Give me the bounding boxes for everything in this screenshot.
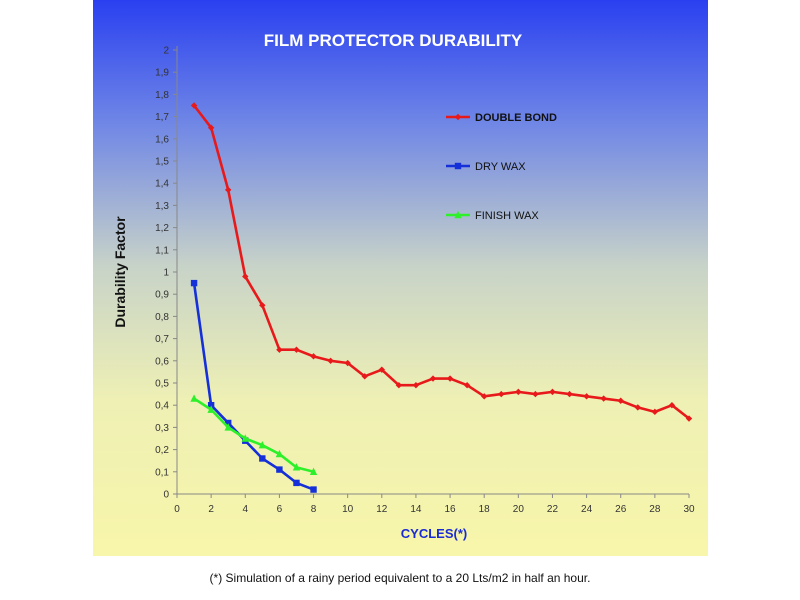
y-tick-label: 1,7 — [155, 112, 169, 123]
data-point-double-bond — [685, 415, 693, 422]
data-point-dry-wax — [310, 486, 317, 493]
data-point-double-bond — [361, 373, 368, 380]
y-tick-label: 1,6 — [155, 134, 169, 145]
y-tick-label: 0,3 — [155, 423, 169, 434]
chart-title: FILM PROTECTOR DURABILITY — [264, 31, 523, 50]
data-point-double-bond — [498, 390, 505, 398]
data-point-finish-wax — [258, 440, 267, 449]
x-tick-label: 20 — [513, 504, 525, 515]
legend-label-double-bond: DOUBLE BOND — [475, 112, 557, 124]
data-point-double-bond — [378, 366, 385, 373]
y-tick-label: 1,1 — [155, 245, 169, 256]
data-point-finish-wax — [292, 463, 301, 471]
series-line-dry-wax — [192, 282, 315, 491]
data-point-double-bond — [446, 375, 454, 382]
data-point-double-bond — [481, 393, 488, 400]
data-point-double-bond — [583, 393, 590, 400]
data-point-double-bond — [429, 375, 437, 382]
data-point-double-bond — [310, 353, 317, 360]
y-tick-label: 1,8 — [155, 90, 169, 101]
y-axis-label: Durability Factor — [112, 216, 128, 328]
data-point-double-bond — [600, 395, 607, 402]
legend-marker-dry-wax — [454, 162, 462, 170]
y-tick-label: 1,2 — [155, 223, 169, 234]
x-tick-label: 10 — [342, 504, 354, 515]
y-tick-label: 0,9 — [155, 290, 169, 301]
data-point-double-bond — [259, 302, 266, 309]
y-tick-label: 0,5 — [155, 379, 169, 390]
y-tick-label: 1,3 — [155, 201, 169, 212]
x-tick-label: 18 — [479, 504, 491, 515]
data-point-dry-wax — [207, 402, 215, 409]
x-tick-label: 28 — [649, 504, 661, 515]
y-tick-label: 0,6 — [155, 356, 169, 367]
x-tick-label: 12 — [376, 504, 388, 515]
y-tick-label: 0,7 — [155, 334, 169, 345]
data-point-dry-wax — [190, 279, 198, 287]
chart-background — [93, 0, 708, 556]
x-tick-label: 30 — [683, 504, 695, 515]
x-tick-label: 16 — [445, 504, 457, 515]
data-point-double-bond — [532, 390, 539, 398]
data-point-double-bond — [395, 382, 403, 389]
data-point-double-bond — [463, 382, 471, 389]
y-tick-label: 0,2 — [155, 445, 169, 456]
data-point-dry-wax — [293, 479, 300, 487]
y-tick-label: 0,1 — [155, 467, 169, 478]
data-point-finish-wax — [224, 423, 232, 431]
x-tick-label: 26 — [615, 504, 627, 515]
data-point-dry-wax — [276, 466, 283, 473]
data-point-dry-wax — [225, 419, 232, 427]
data-point-double-bond — [549, 388, 556, 396]
series-group — [190, 102, 693, 493]
data-point-double-bond — [293, 346, 300, 353]
y-tick-label: 1,4 — [155, 179, 169, 190]
x-tick-label: 0 — [174, 504, 180, 515]
x-tick-label: 14 — [410, 504, 422, 515]
legend: DOUBLE BOND DRY WAX FINISH WAX — [446, 112, 557, 222]
x-tick-label: 24 — [581, 504, 593, 515]
data-point-finish-wax — [241, 434, 249, 442]
data-point-finish-wax — [275, 449, 284, 458]
data-point-double-bond — [225, 186, 232, 194]
data-point-double-bond — [276, 346, 283, 353]
data-point-double-bond — [242, 273, 249, 280]
legend-marker-finish-wax — [454, 210, 462, 219]
footnote: (*) Simulation of a rainy period equival… — [209, 571, 591, 585]
x-tick-label: 6 — [277, 504, 283, 515]
y-tick-label: 0 — [163, 490, 169, 501]
data-point-double-bond — [327, 357, 334, 364]
data-point-double-bond — [634, 404, 641, 411]
data-point-dry-wax — [259, 455, 266, 462]
data-point-double-bond — [412, 382, 420, 389]
axis-ticks: 0 0,1 0,2 0,3 0,4 0,5 0,6 0,7 0,8 0,9 1 1,1 1,2 1,3 1,… — [155, 46, 695, 516]
x-tick-label: 4 — [242, 504, 248, 515]
x-tick-label: 22 — [547, 504, 559, 515]
legend-label-finish-wax: FINISH WAX — [475, 210, 539, 222]
data-point-double-bond — [344, 359, 351, 367]
x-axis-label: CYCLES(*) — [401, 526, 467, 541]
data-point-double-bond — [617, 397, 624, 404]
legend-label-dry-wax: DRY WAX — [475, 161, 526, 173]
data-point-finish-wax — [207, 405, 215, 413]
series-line-double-bond — [193, 104, 690, 420]
data-point-finish-wax — [190, 394, 198, 402]
x-tick-label: 8 — [311, 504, 317, 515]
y-tick-label: 1,9 — [155, 68, 169, 79]
data-point-double-bond — [566, 390, 573, 398]
legend-marker-double-bond — [454, 113, 462, 121]
data-point-double-bond — [515, 388, 522, 396]
data-point-double-bond — [668, 402, 676, 409]
data-point-double-bond — [190, 102, 198, 109]
y-tick-label: 0,8 — [155, 312, 169, 323]
y-tick-label: 0,4 — [155, 401, 169, 412]
x-tick-label: 2 — [208, 504, 214, 515]
y-tick-label: 1 — [163, 268, 169, 279]
y-tick-label: 2 — [163, 46, 169, 57]
data-point-double-bond — [651, 408, 659, 416]
y-tick-label: 1,5 — [155, 157, 169, 168]
data-point-double-bond — [207, 124, 215, 131]
data-point-finish-wax — [309, 467, 318, 475]
